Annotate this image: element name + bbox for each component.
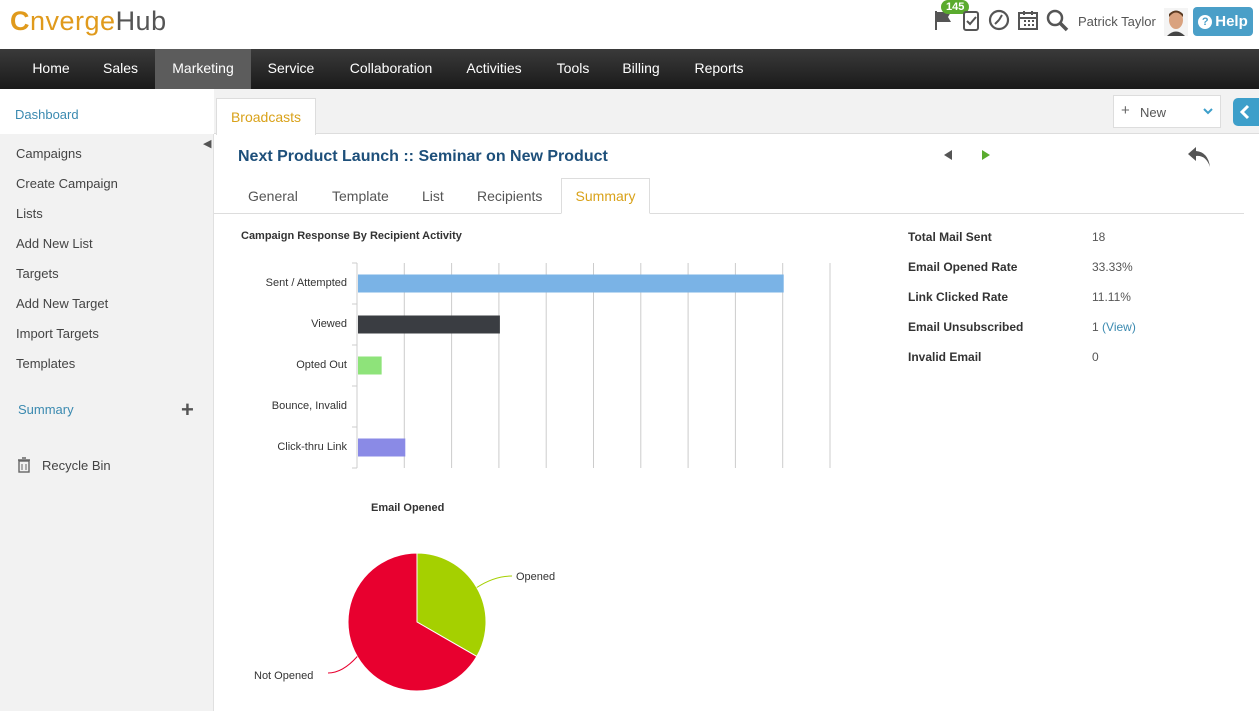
module-tabstrip	[214, 89, 1259, 134]
tab-broadcasts[interactable]: Broadcasts	[216, 98, 316, 135]
nav-marketing[interactable]: Marketing	[155, 49, 251, 89]
unsubscribed-count: 1	[1092, 320, 1099, 334]
bar-opted-out[interactable]	[358, 356, 382, 375]
stat-label-invalid-email: Invalid Email	[908, 350, 982, 364]
plus-icon: +	[1121, 102, 1130, 119]
sidebar-item-campaigns[interactable]: Campaigns	[16, 146, 82, 161]
stat-value-total-mail-sent: 18	[1092, 230, 1106, 244]
stat-label-email-unsubscribed: Email Unsubscribed	[908, 320, 1024, 334]
sidebar-item-create-campaign[interactable]: Create Campaign	[16, 176, 118, 191]
bar-chart-category-label: Viewed	[311, 317, 347, 330]
tab-list[interactable]: List	[422, 188, 444, 204]
pie-leader-line	[327, 656, 358, 674]
nav-tools[interactable]: Tools	[556, 60, 590, 76]
sidebar-dashboard-label: Dashboard	[15, 107, 79, 122]
previous-record-icon[interactable]	[942, 149, 954, 161]
page-title: Next Product Launch :: Seminar on New Pr…	[238, 148, 608, 165]
help-label: Help	[1215, 13, 1248, 30]
tab-summary[interactable]: Summary	[561, 178, 650, 214]
back-icon[interactable]	[1186, 145, 1212, 169]
bar-chart-title: Campaign Response By Recipient Activity	[241, 230, 462, 242]
bar-chart-category-label: Sent / Attempted	[265, 276, 347, 289]
calendar-icon[interactable]	[1016, 8, 1040, 32]
user-name[interactable]: Patrick Taylor	[1078, 14, 1156, 29]
sidebar-item-add-new-target[interactable]: Add New Target	[16, 296, 109, 311]
nav-activities[interactable]: Activities	[466, 60, 522, 76]
new-button-label: New	[1140, 105, 1167, 120]
pie-chart-title: Email Opened	[371, 502, 445, 514]
new-dropdown-button[interactable]: + New	[1113, 95, 1221, 128]
bar-chart-category-label: Bounce, Invalid	[271, 399, 347, 412]
nav-home[interactable]: Home	[32, 60, 70, 76]
stat-value-link-clicked-rate: 11.11%	[1092, 290, 1131, 304]
subtabs-divider	[214, 213, 1244, 214]
chevron-left-icon	[1239, 104, 1250, 120]
logo-c: C	[10, 6, 30, 36]
recycle-bin-icon	[18, 457, 30, 473]
chevron-down-icon	[1203, 108, 1213, 115]
nav-collaboration[interactable]: Collaboration	[349, 60, 433, 76]
bar-sent-attempted[interactable]	[358, 274, 784, 293]
nav-reports[interactable]: Reports	[694, 60, 744, 76]
help-button[interactable]: ? Help	[1193, 7, 1253, 36]
sidebar-item-lists[interactable]: Lists	[16, 206, 43, 221]
collapse-sidebar-icon[interactable]: ◀	[203, 138, 212, 150]
sidebar-item-templates[interactable]: Templates	[16, 356, 76, 371]
pie-leader-line	[476, 575, 513, 588]
bar-viewed[interactable]	[358, 315, 500, 334]
tasks-icon[interactable]	[960, 8, 984, 32]
search-icon[interactable]	[1045, 8, 1069, 32]
stat-value-email-unsubscribed: 1 (View)	[1092, 320, 1136, 334]
panel-toggle-button[interactable]	[1233, 98, 1259, 126]
stat-label-link-clicked-rate: Link Clicked Rate	[908, 290, 1009, 304]
stat-label-email-opened-rate: Email Opened Rate	[908, 260, 1018, 274]
sidebar-item-targets[interactable]: Targets	[16, 266, 59, 281]
view-unsubscribed-link[interactable]: (View)	[1102, 320, 1136, 334]
stat-label-total-mail-sent: Total Mail Sent	[908, 230, 992, 244]
sidebar-item-summary[interactable]: Summary	[18, 402, 74, 417]
flag-icon[interactable]	[932, 8, 956, 32]
tab-template[interactable]: Template	[332, 188, 389, 204]
email-opened-pie-chart	[327, 552, 513, 692]
clock-icon[interactable]	[987, 8, 1011, 32]
logo[interactable]: CnvergeHub	[10, 6, 167, 37]
response-bar-chart	[352, 262, 831, 469]
pie-label-not-opened: Not Opened	[254, 670, 314, 682]
logo-converge: nverge	[30, 6, 116, 36]
tab-general[interactable]: General	[248, 188, 298, 204]
avatar[interactable]	[1164, 8, 1188, 36]
bar-chart-category-label: Opted Out	[296, 358, 347, 371]
bar-click-thru-link[interactable]	[358, 438, 406, 457]
stat-value-email-opened-rate: 33.33%	[1092, 260, 1133, 274]
main-nav: Home Sales Marketing Service Collaborati…	[0, 49, 1259, 89]
app-header: CnvergeHub 145 Patrick Taylor ? Help	[0, 0, 1259, 49]
bar-chart-category-label: Click-thru Link	[277, 440, 347, 453]
pie-label-opened: Opened	[516, 571, 556, 583]
nav-service[interactable]: Service	[267, 60, 315, 76]
nav-billing[interactable]: Billing	[622, 60, 660, 76]
pie-slice-opened[interactable]	[416, 552, 487, 658]
next-record-icon[interactable]	[980, 149, 992, 161]
notification-badge[interactable]: 145	[941, 0, 970, 14]
help-question-icon: ?	[1198, 14, 1213, 29]
sidebar-item-import-targets[interactable]: Import Targets	[16, 326, 99, 341]
stat-value-invalid-email: 0	[1092, 350, 1099, 364]
sidebar-dashboard[interactable]: Dashboard	[0, 89, 214, 134]
logo-hub: Hub	[115, 6, 167, 36]
add-icon[interactable]: +	[181, 397, 194, 422]
sidebar-item-add-new-list[interactable]: Add New List	[16, 236, 93, 251]
tab-recipients[interactable]: Recipients	[477, 188, 543, 204]
nav-sales[interactable]: Sales	[102, 60, 139, 76]
sidebar-item-recycle-bin[interactable]: Recycle Bin	[42, 458, 111, 473]
sidebar: Dashboard ◀ Campaigns Create Campaign Li…	[0, 89, 214, 711]
